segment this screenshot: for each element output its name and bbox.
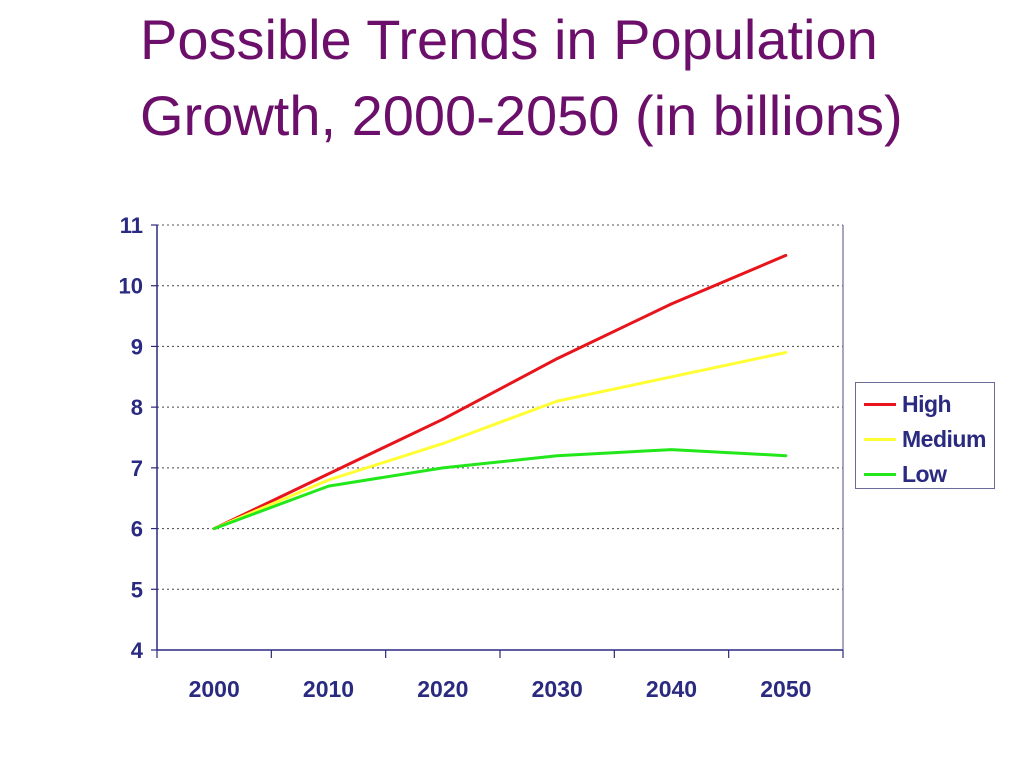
series-line-low [212,448,788,531]
axes [156,224,844,651]
legend-label-low: Low [902,460,947,487]
y-tick-label: 4 [131,638,144,663]
title-line-1: Possible Trends in Population [140,8,878,71]
legend-swatch-medium [864,437,896,441]
x-tick-label: 2020 [417,676,468,702]
series-lines [212,253,788,531]
page-title: Possible Trends in Population Growth, 20… [140,2,1020,154]
y-tick-label: 7 [131,456,143,481]
y-tick-label: 5 [131,577,143,602]
y-tick-label: 6 [131,517,143,542]
legend-swatch-high [864,402,896,406]
x-tick-label: 2000 [189,676,240,702]
legend-item-medium: Medium [864,424,986,454]
title-line-2: Growth, 2000-2050 (in billions) [140,84,903,147]
legend-item-high: High [864,389,952,419]
series-line-high [212,253,788,531]
y-tick-label: 11 [120,213,143,238]
series-line-medium [212,351,788,531]
y-axis-ticks: 4 5 6 7 8 9 10 11 [119,213,157,663]
legend-swatch-low [864,472,896,476]
x-tick-label: 2010 [303,676,354,702]
x-tick-label: 2050 [760,676,811,702]
x-axis-ticks: 2000 2010 2020 2030 2040 2050 [156,650,844,702]
y-tick-label: 10 [119,274,143,299]
legend-item-low: Low [864,459,947,489]
legend-label-high: High [902,390,952,417]
grid-lines [157,285,843,590]
y-tick-label: 8 [131,395,143,420]
x-tick-label: 2040 [646,676,697,702]
legend: High Medium Low [855,382,995,489]
x-tick-label: 2030 [532,676,583,702]
legend-label-medium: Medium [902,425,986,452]
y-tick-label: 9 [131,334,143,359]
